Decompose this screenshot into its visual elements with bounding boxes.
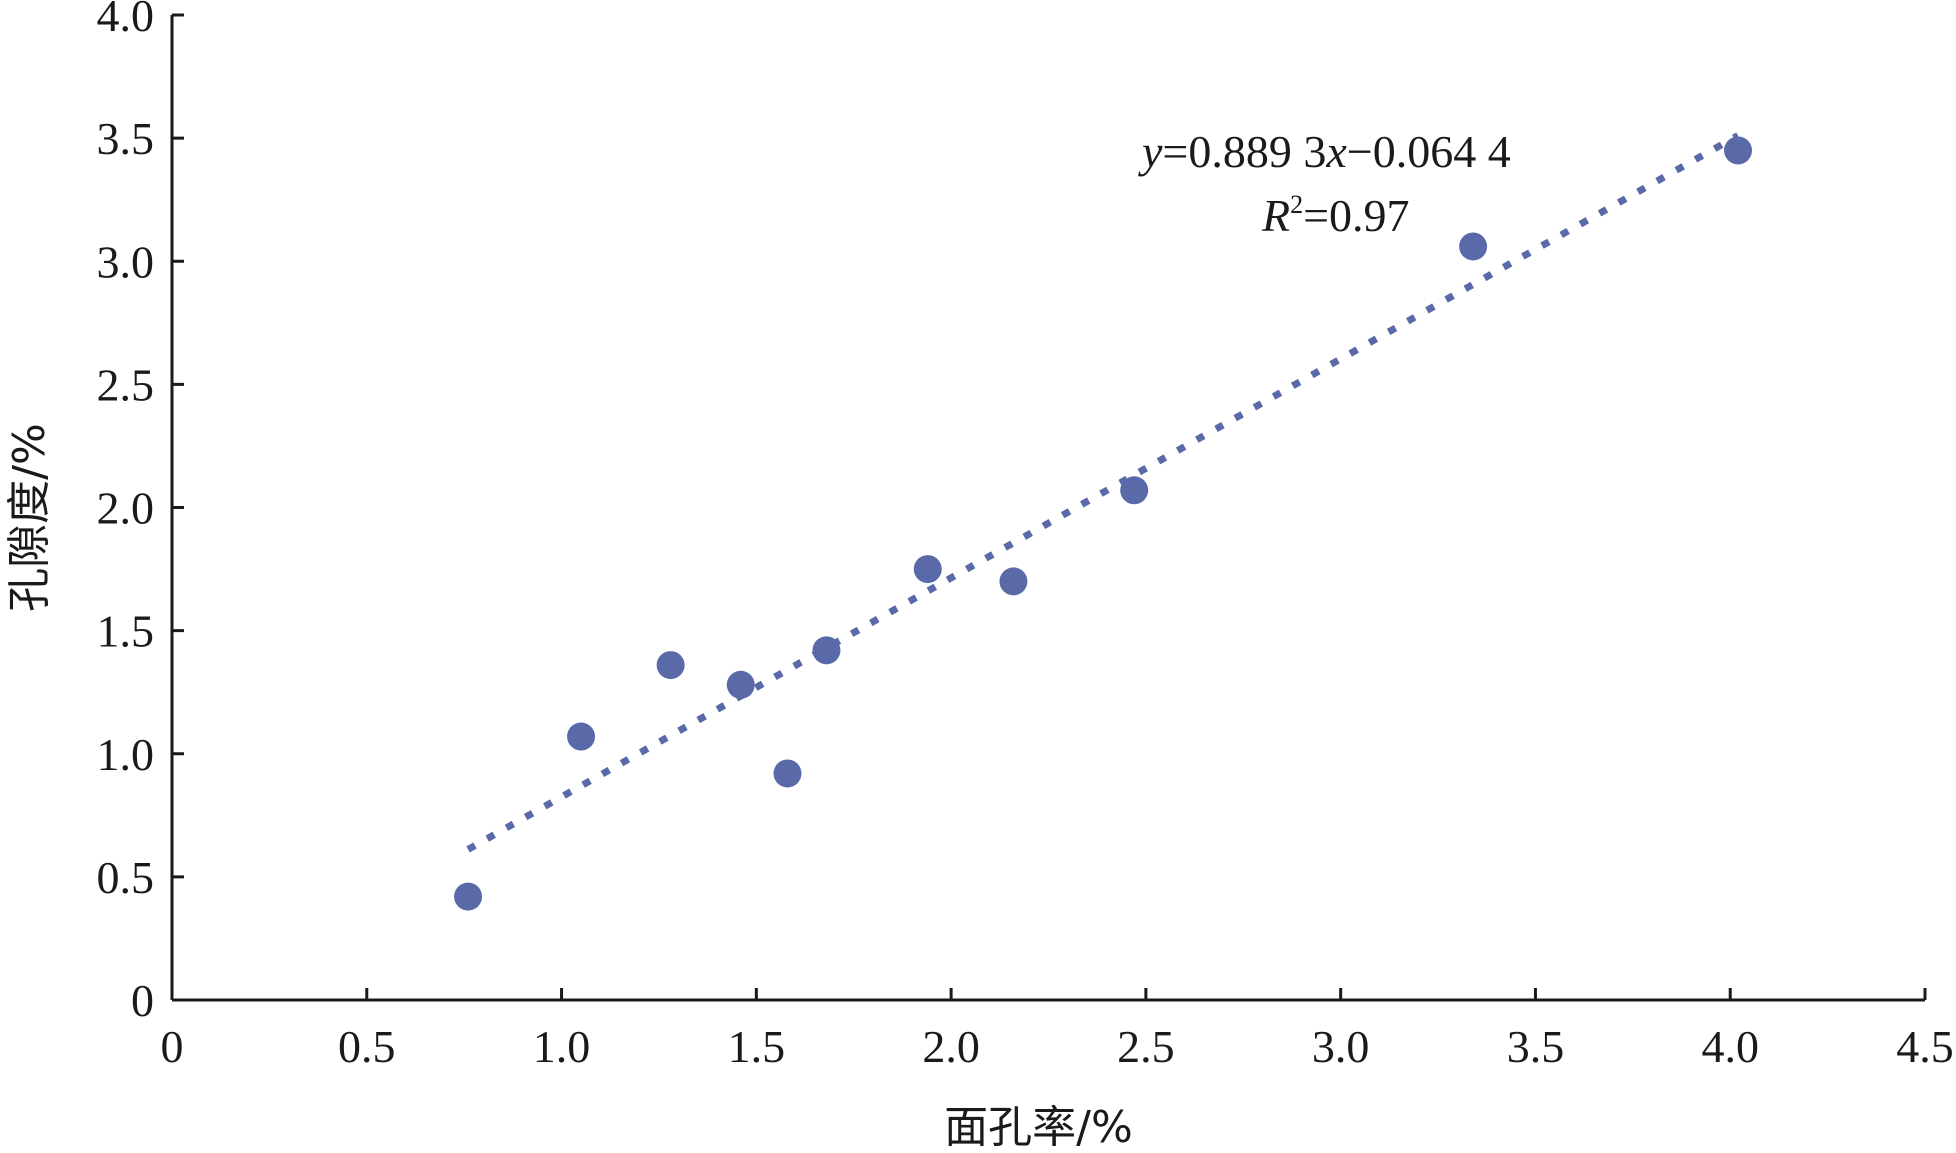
points-layer — [454, 136, 1753, 911]
y-tick-label: 1.0 — [97, 729, 155, 780]
trendline — [466, 132, 1740, 853]
equation-intercept: −0.064 4 — [1347, 126, 1511, 177]
x-axis-title: 面孔率/% — [944, 1102, 1133, 1153]
data-point — [1459, 232, 1488, 261]
x-tick-label: 1.0 — [533, 1021, 591, 1072]
x-tick-label: 2.0 — [922, 1021, 980, 1072]
x-tick-label: 0.5 — [338, 1021, 396, 1072]
r2-superscript: 2 — [1290, 190, 1303, 219]
r2-value: =0.97 — [1303, 190, 1409, 241]
data-point — [773, 759, 802, 788]
data-point — [656, 651, 685, 680]
x-tick-label: 2.5 — [1117, 1021, 1175, 1072]
x-tick-label: 1.5 — [728, 1021, 786, 1072]
equation-x-var: x — [1325, 126, 1347, 177]
y-axis-ticks: 0 0.5 1.0 1.5 2.0 2.5 3.0 3.5 4.0 — [97, 0, 184, 1026]
y-tick-label: 2.5 — [97, 359, 155, 410]
y-tick-label: 0 — [131, 975, 154, 1026]
x-tick-label: 3.0 — [1312, 1021, 1370, 1072]
data-point — [812, 636, 841, 665]
data-point — [913, 555, 942, 584]
data-point — [999, 567, 1028, 596]
x-tick-label: 0 — [161, 1021, 184, 1072]
x-tick-label: 4.5 — [1896, 1021, 1954, 1072]
y-tick-label: 1.5 — [97, 606, 155, 657]
y-tick-label: 0.5 — [97, 852, 155, 903]
y-tick-label: 2.0 — [97, 483, 155, 534]
x-tick-label: 3.5 — [1507, 1021, 1565, 1072]
y-tick-label: 4.0 — [97, 0, 155, 41]
x-axis-ticks: 0 0.5 1.0 1.5 2.0 2.5 3.0 3.5 4.0 4.5 — [161, 988, 1954, 1072]
equation-coef: =0.889 3 — [1162, 126, 1326, 177]
data-point — [1120, 476, 1149, 505]
data-point — [454, 882, 483, 911]
regression-equation: y=0.889 3x−0.064 4 — [1138, 126, 1511, 177]
equation-y-var: y — [1138, 126, 1163, 177]
data-point — [567, 722, 596, 751]
y-tick-label: 3.0 — [97, 236, 155, 287]
r-squared-label: R2=0.97 — [1261, 190, 1410, 241]
trendline-layer — [466, 132, 1740, 853]
y-axis-title: 孔隙度/% — [4, 423, 55, 612]
y-tick-label: 3.5 — [97, 113, 155, 164]
data-point — [1724, 136, 1753, 165]
x-tick-label: 4.0 — [1701, 1021, 1759, 1072]
data-point — [726, 670, 755, 699]
r2-var: R — [1261, 190, 1290, 241]
